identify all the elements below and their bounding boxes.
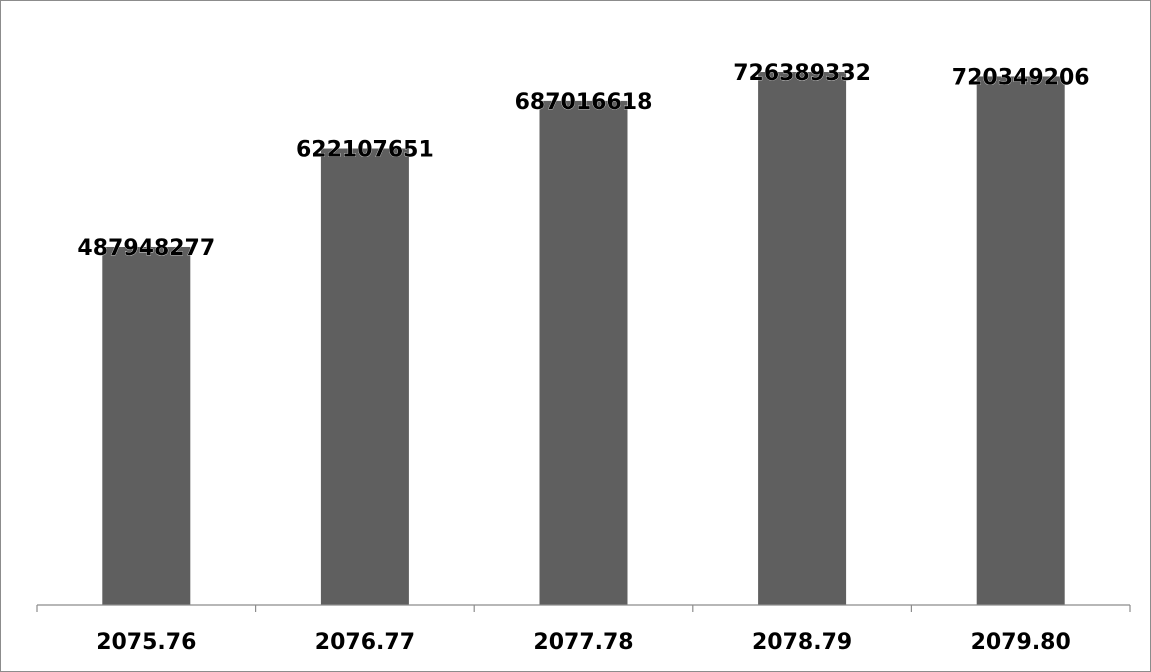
x-tick-label-2077.78: 2077.78: [533, 630, 633, 655]
bar-2076.77: [320, 148, 409, 605]
bar-2075.76: [102, 246, 191, 605]
data-labels-layer: 487948277 622107651 687016618 726389332 7203…: [77, 61, 1090, 262]
x-axis: 2075.76 2076.77 2077.78 2078.79 2079.80: [36, 604, 1131, 655]
bar-2079.80: [976, 76, 1065, 605]
data-label-2078.79: 726389332: [733, 61, 871, 86]
bars-layer: [102, 72, 1065, 606]
data-label-2075.76: 487948277: [77, 236, 215, 261]
bar-2078.79: [758, 72, 847, 605]
data-label-2076.77: 622107651: [296, 138, 434, 163]
x-tick-label-2076.77: 2076.77: [315, 630, 415, 655]
x-tick-label-2079.80: 2079.80: [971, 630, 1071, 655]
bar-2077.78: [539, 100, 628, 606]
x-tick-label-2075.76: 2075.76: [96, 630, 196, 655]
x-tick-label-2078.79: 2078.79: [752, 630, 852, 655]
data-label-2079.80: 720349206: [952, 65, 1090, 90]
data-label-2077.78: 687016618: [515, 90, 653, 115]
